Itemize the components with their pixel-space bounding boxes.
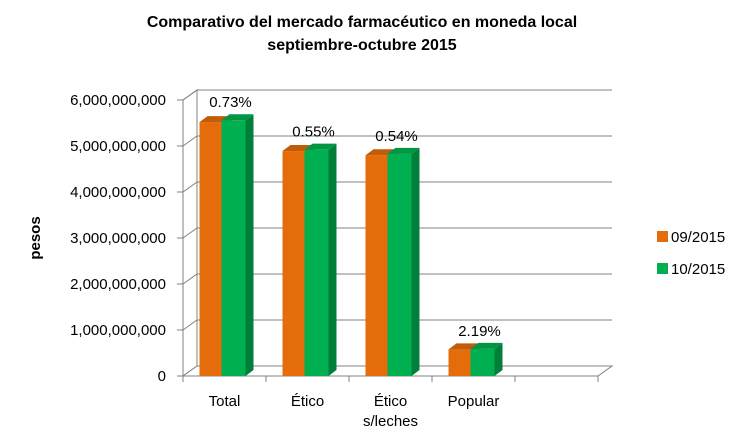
y-tick-label: 2,000,000,000 xyxy=(70,276,166,293)
legend: 09/2015 10/2015 xyxy=(657,229,725,278)
chart-title: Comparativo del mercado farmacéutico en … xyxy=(147,14,577,54)
gridline xyxy=(182,227,612,239)
y-axis-label: pesos xyxy=(27,216,44,259)
data-label: 0.54% xyxy=(375,128,418,145)
data-label: 0.55% xyxy=(292,124,335,141)
bar-top xyxy=(387,147,420,154)
y-tick-label: 5,000,000,000 xyxy=(70,138,166,155)
legend-label: 09/2015 xyxy=(671,229,725,246)
bar-top xyxy=(304,143,337,150)
gridline xyxy=(182,319,612,331)
x-tick-label: Ético xyxy=(374,393,407,410)
data-label: 0.73% xyxy=(209,94,252,111)
y-tick-label: 4,000,000,000 xyxy=(70,184,166,201)
bar-front xyxy=(387,153,412,376)
legend-label: 10/2015 xyxy=(671,261,725,278)
bar-front xyxy=(470,348,495,376)
legend-entry: 10/2015 xyxy=(657,261,725,278)
bar-front xyxy=(304,149,329,376)
bar xyxy=(470,342,503,376)
bar xyxy=(221,114,254,377)
bar-top xyxy=(470,342,503,349)
bar-side xyxy=(328,143,337,376)
gridline xyxy=(182,89,612,101)
y-tick-label: 3,000,000,000 xyxy=(70,230,166,247)
y-tick-label: 6,000,000,000 xyxy=(70,92,166,109)
bar-front xyxy=(365,155,390,376)
x-tick-label: s/leches xyxy=(363,413,418,430)
gridline xyxy=(182,181,612,193)
bar-side xyxy=(494,342,503,376)
chart-title-line-1: Comparativo del mercado farmacéutico en … xyxy=(147,14,577,31)
bar-front xyxy=(199,122,224,376)
plot-area: 0 1,000,000,000 2,000,000,000 3,000,000,000… xyxy=(70,89,614,430)
gridline xyxy=(182,135,612,147)
data-label: 2.19% xyxy=(458,323,501,340)
y-tick-label: 0 xyxy=(158,368,166,385)
bar xyxy=(304,143,337,376)
bar-front xyxy=(282,151,307,376)
bar-front xyxy=(448,349,473,376)
y-tick-label: 1,000,000,000 xyxy=(70,322,166,339)
bar-side xyxy=(245,114,254,377)
bar xyxy=(387,147,420,376)
bar-top xyxy=(221,114,254,121)
legend-swatch xyxy=(657,263,668,274)
gridline xyxy=(182,273,612,285)
chart-title-line-2: septiembre-octubre 2015 xyxy=(267,37,457,54)
x-tick-label: Popular xyxy=(448,393,500,410)
bar-front xyxy=(221,120,246,377)
bar-side xyxy=(411,147,420,376)
legend-entry: 09/2015 xyxy=(657,229,725,246)
x-tick-label: Ético xyxy=(291,393,324,410)
legend-swatch xyxy=(657,231,668,242)
x-tick-label: Total xyxy=(209,393,241,410)
